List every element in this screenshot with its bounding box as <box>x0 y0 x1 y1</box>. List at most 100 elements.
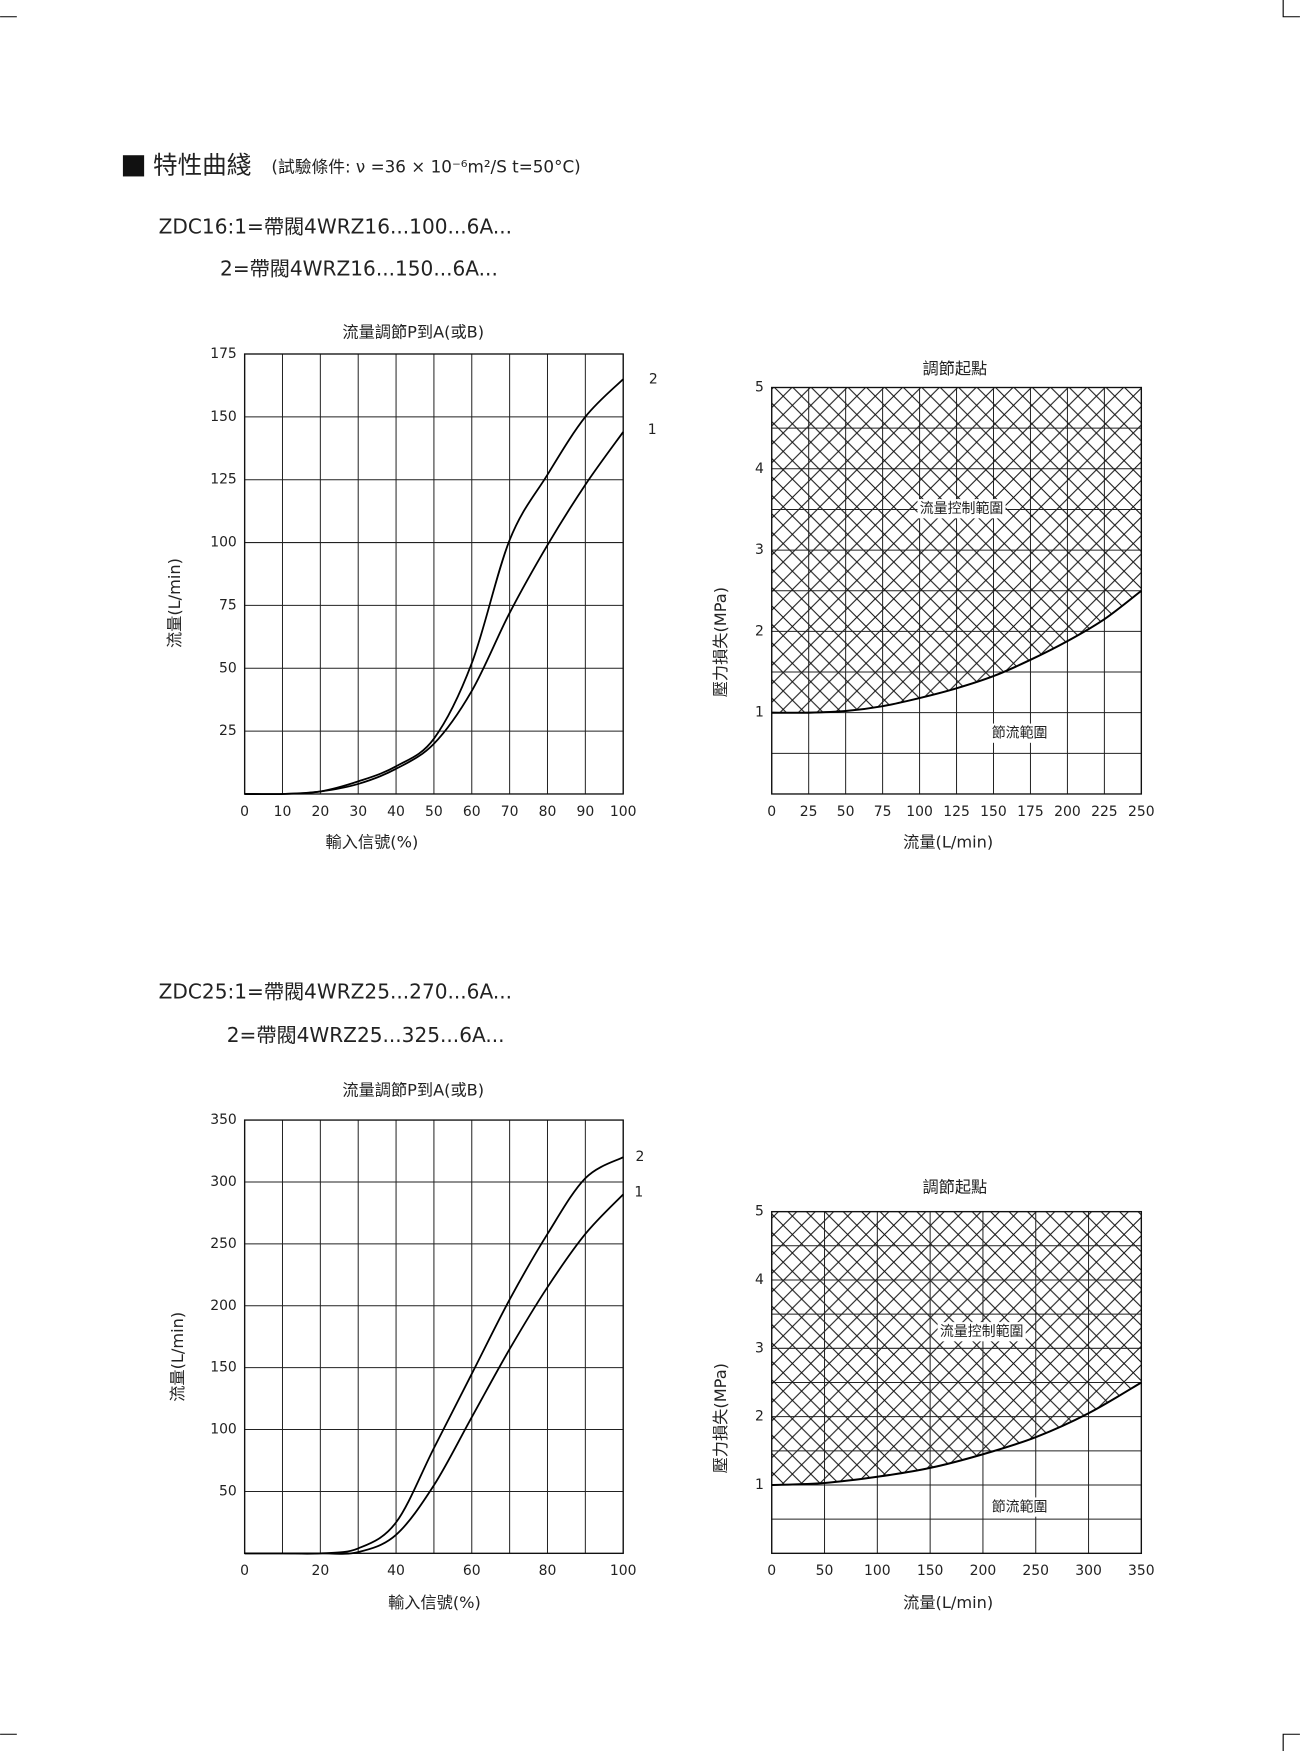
y-tick-label: 4 <box>755 461 764 477</box>
label-background <box>917 499 1006 519</box>
x-tick-label: 100 <box>906 804 933 820</box>
chart-title: 調節起點 <box>922 359 987 378</box>
x-tick-label: 350 <box>1128 1563 1155 1579</box>
x-tick-label: 0 <box>767 804 776 820</box>
y-axis-label: 壓力損失(MPa) <box>711 587 730 697</box>
x-tick-label: 10 <box>274 804 292 820</box>
boundary-curve <box>771 1381 1142 1487</box>
x-tick-label: 0 <box>767 1563 776 1579</box>
boundary-curve <box>771 589 1142 714</box>
x-tick-label: 0 <box>240 804 249 820</box>
x-tick-label: 100 <box>864 1563 891 1579</box>
y-tick-label: 3 <box>755 542 764 558</box>
region-label: 節流範圍 <box>992 1499 1048 1516</box>
section-caption: ZDC16:1=帶閥4WRZ16...100...6A... <box>159 214 512 238</box>
curve <box>244 378 624 796</box>
chart: 0 20 40 60 80 100 50 100 150 200 250 300 350 流量調節P到A(… <box>168 1081 644 1613</box>
region-label: 流量控制範圍 <box>940 1323 1024 1340</box>
plot-frame <box>243 1119 624 1555</box>
y-tick-label: 350 <box>210 1112 237 1128</box>
x-tick-label: 60 <box>463 1563 481 1579</box>
y-tick-label: 125 <box>210 472 237 488</box>
series-label: 2 <box>649 372 658 388</box>
x-tick-label: 50 <box>837 804 855 820</box>
x-tick-label: 20 <box>311 804 329 820</box>
y-tick-label: 75 <box>219 597 237 613</box>
chart-title: 調節起點 <box>922 1178 987 1197</box>
chart: 0 10 20 30 40 50 60 70 80 90 100 25 50 75 100 125 150 175… <box>165 322 658 851</box>
y-tick-label: 1 <box>755 705 764 721</box>
y-tick-label: 300 <box>210 1174 237 1190</box>
y-tick-label: 150 <box>210 1360 237 1376</box>
x-tick-label: 30 <box>349 804 367 820</box>
x-tick-label: 80 <box>539 804 557 820</box>
x-axis-label: 流量(L/min) <box>903 833 993 852</box>
y-tick-label: 2 <box>755 1409 764 1425</box>
y-axis-label: 壓力損失(MPa) <box>711 1363 730 1473</box>
y-tick-label: 5 <box>755 1204 764 1220</box>
x-tick-label: 20 <box>311 1563 329 1579</box>
x-tick-label: 80 <box>539 1563 557 1579</box>
region-label: 流量控制範圍 <box>920 500 1004 517</box>
section-caption: 2=帶閥4WRZ25...325...6A... <box>227 1023 505 1047</box>
y-tick-label: 100 <box>210 1422 237 1438</box>
x-tick-label: 40 <box>387 1563 405 1579</box>
y-axis-label: 流量(L/min) <box>165 558 184 648</box>
x-axis-label: 流量(L/min) <box>903 1593 993 1612</box>
y-tick-label: 100 <box>210 535 237 551</box>
y-tick-label: 2 <box>755 623 764 639</box>
y-tick-label: 200 <box>210 1298 237 1314</box>
x-tick-label: 70 <box>501 804 519 820</box>
x-tick-label: 250 <box>1022 1563 1049 1579</box>
y-tick-label: 5 <box>755 379 764 395</box>
chart-title: 流量調節P到A(或B) <box>342 1081 484 1100</box>
y-tick-label: 4 <box>755 1272 764 1288</box>
page-title: 特性曲綫 <box>153 150 251 179</box>
label-background <box>989 723 1050 743</box>
plot-frame <box>243 353 624 795</box>
x-tick-label: 200 <box>1054 804 1081 820</box>
x-tick-label: 225 <box>1091 804 1118 820</box>
x-tick-label: 150 <box>917 1563 944 1579</box>
x-tick-label: 100 <box>610 804 637 820</box>
x-axis-label: 輸入信號(%) <box>388 1593 481 1612</box>
x-tick-label: 40 <box>387 804 405 820</box>
y-tick-label: 3 <box>755 1340 764 1356</box>
x-tick-label: 0 <box>240 1563 249 1579</box>
x-tick-label: 175 <box>1017 804 1044 820</box>
y-tick-label: 150 <box>210 409 237 425</box>
x-axis-label: 輸入信號(%) <box>326 833 419 852</box>
series-label: 1 <box>648 422 657 438</box>
chart: 0 25 50 75 100 125 150 175 200 225 250 1 2 3 4 5 調節起點流量(… <box>711 359 1155 851</box>
x-tick-label: 50 <box>425 804 443 820</box>
x-tick-label: 200 <box>970 1563 997 1579</box>
series-label: 1 <box>634 1185 643 1201</box>
x-tick-label: 250 <box>1128 804 1155 820</box>
x-tick-label: 125 <box>943 804 970 820</box>
x-tick-label: 150 <box>980 804 1007 820</box>
y-tick-label: 50 <box>219 660 237 676</box>
x-tick-label: 60 <box>463 804 481 820</box>
y-tick-label: 250 <box>210 1236 237 1252</box>
label-background <box>937 1322 1026 1342</box>
test-conditions: (試驗條件: ν =36 × 10⁻⁶m²/S t=50°C) <box>271 157 580 177</box>
label-background <box>989 1497 1050 1517</box>
x-tick-label: 25 <box>800 804 818 820</box>
curve <box>244 1156 624 1555</box>
x-tick-label: 100 <box>610 1563 637 1579</box>
bullet <box>122 155 145 177</box>
y-tick-label: 175 <box>210 346 237 362</box>
y-tick-label: 50 <box>219 1483 237 1499</box>
x-tick-label: 75 <box>874 804 892 820</box>
section-caption: ZDC25:1=帶閥4WRZ25...270...6A... <box>159 979 512 1003</box>
x-tick-label: 300 <box>1075 1563 1102 1579</box>
y-tick-label: 1 <box>755 1477 764 1493</box>
region-label: 節流範圍 <box>992 725 1048 742</box>
series-label: 2 <box>636 1149 645 1165</box>
y-axis-label: 流量(L/min) <box>168 1312 187 1402</box>
x-tick-label: 90 <box>576 804 594 820</box>
y-tick-label: 25 <box>219 723 237 739</box>
